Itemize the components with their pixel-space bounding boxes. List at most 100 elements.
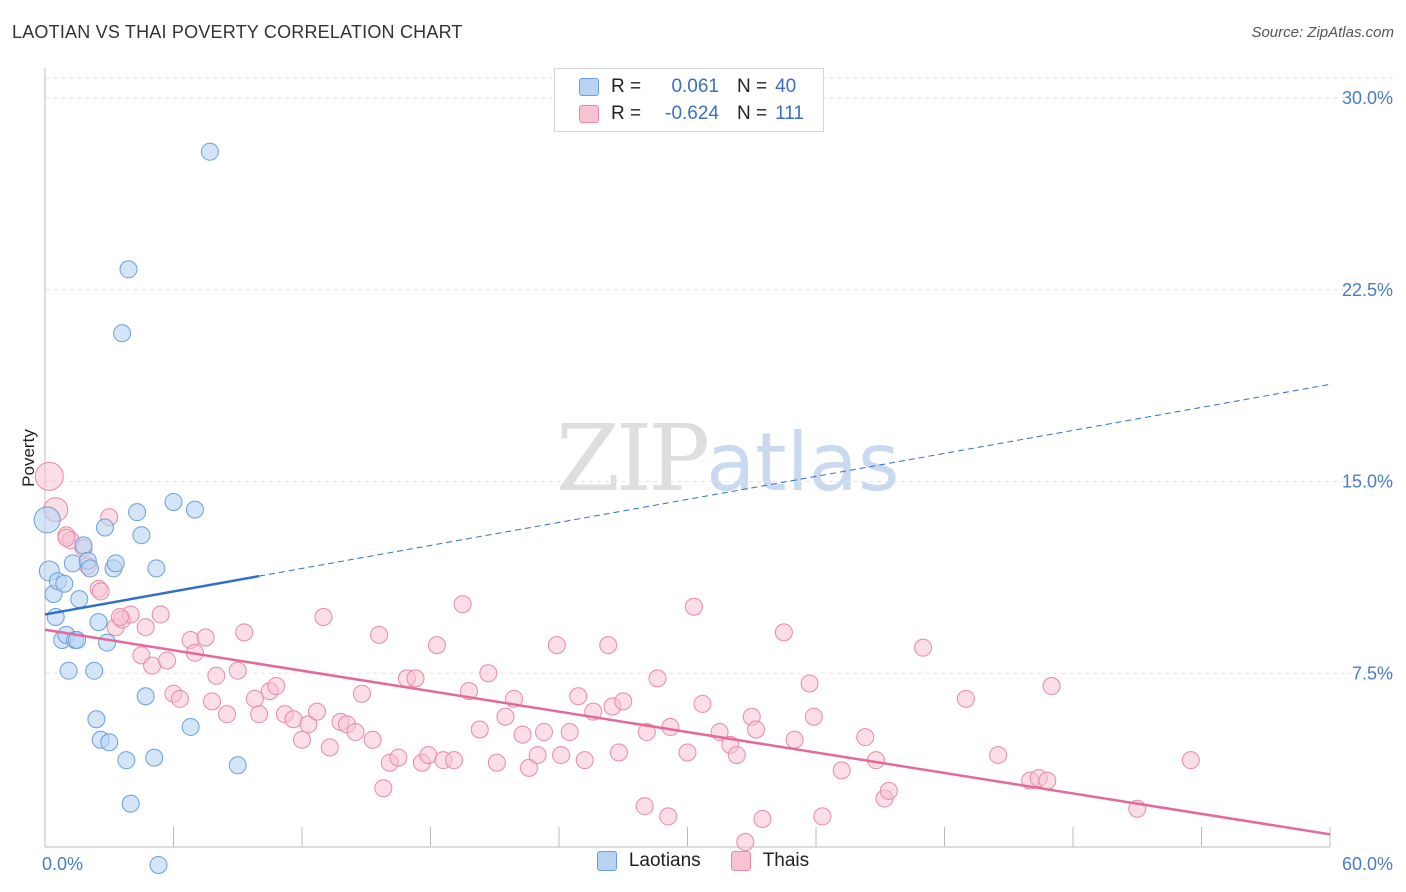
thai-point <box>406 669 425 688</box>
thai-point <box>879 781 898 800</box>
thai-point <box>170 689 189 708</box>
thai-point <box>747 720 766 739</box>
thai-point <box>267 677 286 696</box>
watermark: ZIPatlas <box>556 405 900 512</box>
thai-point <box>1042 677 1061 696</box>
chart-title: LAOTIAN VS THAI POVERTY CORRELATION CHAR… <box>12 22 463 42</box>
laotian-point <box>128 503 147 522</box>
thai-point <box>736 832 755 851</box>
thai-point <box>374 779 393 798</box>
thai-point <box>693 694 712 713</box>
thai-point <box>569 687 588 706</box>
legend-n-value: 40 <box>775 76 797 97</box>
source-label: Source: ZipAtlas.com <box>1251 24 1394 41</box>
thai-point <box>34 461 64 491</box>
laotian-point <box>85 661 104 680</box>
legend-r-value: 0.061 <box>671 76 719 97</box>
laotian-point <box>117 751 136 770</box>
thai-point <box>637 723 656 742</box>
thai-point <box>599 636 618 655</box>
laotian-point <box>89 613 108 632</box>
thai-point <box>453 595 472 614</box>
y-tick-label: 7.5% <box>1352 663 1393 683</box>
thai-point <box>661 717 680 736</box>
thai-point <box>832 761 851 780</box>
x-tick-label: 60.0% <box>1342 854 1393 874</box>
thai-point <box>284 710 303 729</box>
thai-swatch <box>579 105 599 123</box>
laotian-points <box>33 142 247 874</box>
laotian-trend-line <box>44 574 260 616</box>
watermark-zip: ZIP <box>556 405 710 512</box>
thai-point <box>684 597 703 616</box>
thai-points <box>34 461 1200 851</box>
tick-labels: 7.5% 15.0% 22.5% 30.0% 0.0% 60.0% <box>42 88 1393 874</box>
thai-point <box>57 528 76 547</box>
x-tick-label: 0.0% <box>42 854 83 874</box>
legend-item-thais: Thais <box>730 850 810 872</box>
thai-point <box>293 730 311 749</box>
thai-point <box>487 753 506 772</box>
legend-n-label: N = <box>737 76 768 97</box>
laotian-point <box>149 856 168 874</box>
thai-point <box>520 758 539 777</box>
thai-point <box>547 636 566 655</box>
thai-point <box>196 628 215 647</box>
legend-item-laotians: Laotians <box>596 850 701 872</box>
laotian-point <box>55 574 74 593</box>
legend-r-label: R = <box>611 76 642 97</box>
laotian-point <box>113 324 132 343</box>
thai-point <box>727 746 746 765</box>
thai-point <box>496 707 515 726</box>
thai-legend-swatch <box>730 851 751 871</box>
legend-r-label: R = <box>611 103 642 124</box>
thai-point <box>136 618 155 637</box>
legend-n-value: 111 <box>775 103 804 124</box>
laotian-point <box>74 536 93 555</box>
thai-point <box>989 746 1008 765</box>
thai-point <box>1181 751 1200 770</box>
thai-point <box>151 605 170 624</box>
thai-point <box>535 723 554 742</box>
axes <box>44 68 1331 848</box>
laotian-point <box>181 717 200 736</box>
legend-row-thais: R = -0.624 N = 111 <box>555 100 804 128</box>
thai-point <box>445 751 464 770</box>
legend-r-value: -0.624 <box>665 103 719 124</box>
thai-point <box>419 746 438 765</box>
y-axis-label: Poverty <box>19 429 38 487</box>
thai-point <box>914 638 933 657</box>
thai-point <box>245 689 264 708</box>
thai-point <box>479 664 498 683</box>
thai-point <box>513 725 532 744</box>
thai-point <box>307 702 326 721</box>
legend-n-label: N = <box>737 103 768 124</box>
thai-point <box>143 656 162 675</box>
trend-lines <box>44 383 1331 836</box>
thai-point <box>813 807 832 826</box>
thai-point <box>427 636 446 655</box>
legend-label-thais: Thais <box>762 850 810 871</box>
laotian-point <box>70 590 89 609</box>
thai-point <box>470 720 489 739</box>
thai-point <box>158 651 177 670</box>
laotian-point <box>98 633 117 652</box>
thai-point <box>614 692 633 711</box>
laotian-point <box>145 748 164 767</box>
thai-point <box>804 707 823 726</box>
thai-point <box>314 608 333 627</box>
thai-point <box>91 582 110 601</box>
laotian-point <box>136 687 155 706</box>
thai-point <box>1038 771 1057 790</box>
laotian-point <box>106 554 125 573</box>
thai-point <box>320 738 339 757</box>
thai-point <box>370 625 389 644</box>
y-tick-label: 30.0% <box>1342 88 1393 108</box>
laotian-point <box>33 506 61 534</box>
thai-point <box>800 674 819 693</box>
laotian-point <box>95 518 114 537</box>
thai-point <box>659 807 678 826</box>
laotian-point <box>121 794 140 813</box>
correlation-legend: R = 0.061 N = 40 R = -0.624 N = 111 <box>554 68 824 132</box>
